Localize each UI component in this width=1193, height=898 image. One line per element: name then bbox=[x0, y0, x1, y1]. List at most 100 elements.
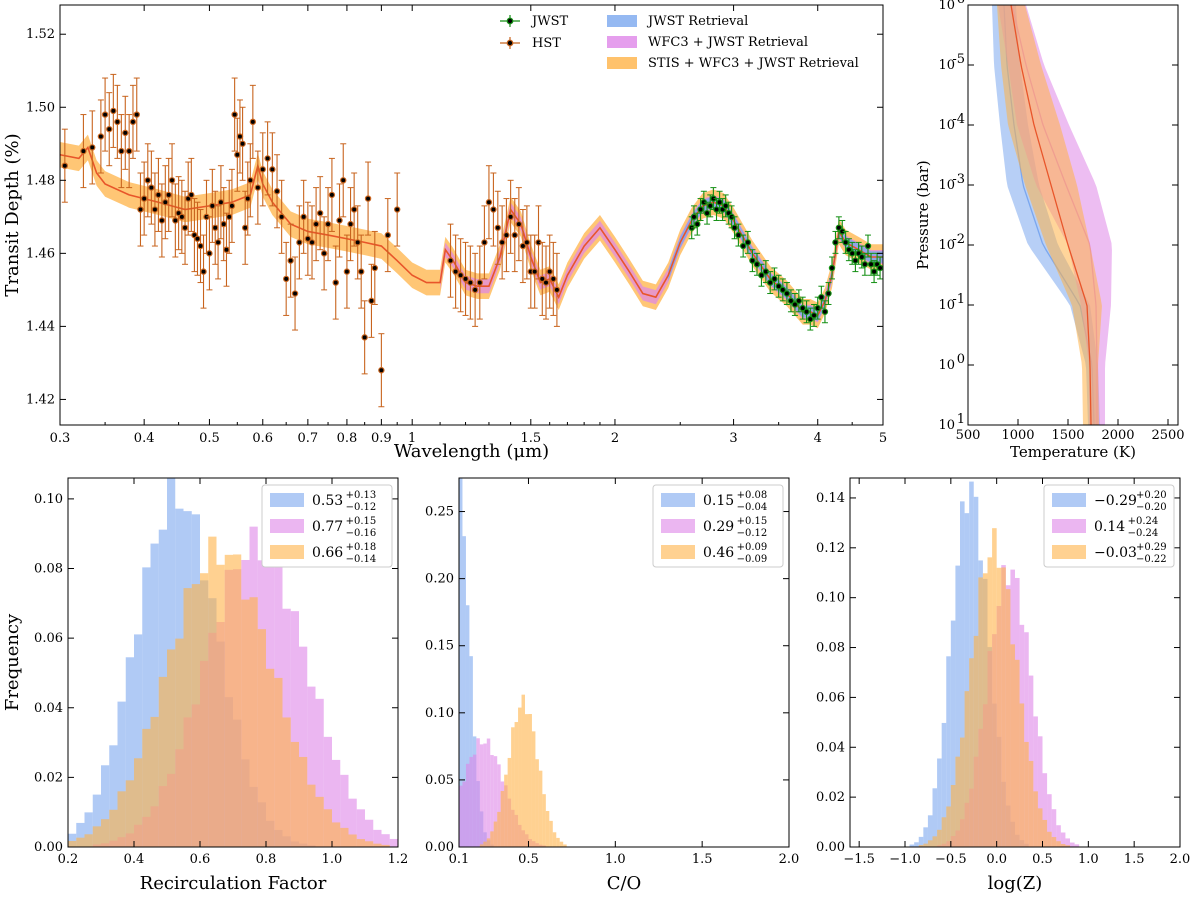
hist-logz-bar-stis_ret bbox=[1005, 589, 1011, 847]
pt-ytick-label: 10 bbox=[938, 418, 955, 433]
hist-recirc-bar-wfc3_ret bbox=[290, 611, 299, 847]
hst-point bbox=[282, 275, 290, 283]
hist-recirc-bar-stis_ret bbox=[365, 841, 374, 847]
legend-band-swatch bbox=[607, 36, 637, 48]
hist-co-ytick-label: 0.25 bbox=[425, 505, 454, 520]
hist-logz-ytick-label: 0.14 bbox=[816, 491, 845, 506]
hst-point bbox=[140, 195, 148, 202]
pt-ytick-exp: -1 bbox=[952, 292, 965, 307]
hist-co-ytick-label: 0.10 bbox=[425, 706, 454, 721]
hist-recirc-legend-swatch bbox=[270, 545, 304, 559]
hst-point bbox=[523, 239, 531, 246]
hist-logz-ytick-label: 0.08 bbox=[816, 641, 845, 656]
hst-point bbox=[151, 206, 159, 213]
pt-ytick-label: 10 bbox=[938, 118, 955, 133]
pt-xtick-label: 2000 bbox=[1101, 428, 1134, 443]
hst-point bbox=[244, 195, 251, 202]
jwst-point bbox=[810, 312, 818, 319]
hst-point bbox=[226, 213, 233, 221]
hst-point bbox=[114, 118, 121, 126]
hst-point bbox=[125, 147, 133, 155]
hst-point bbox=[241, 224, 249, 231]
hist-logz-bar-wfc3_ret bbox=[1042, 773, 1048, 847]
hist-co-bar-stis_ret bbox=[497, 811, 501, 847]
hist-recirc-bar-wfc3_ret bbox=[307, 686, 316, 847]
hist-recirc-bar-stis_ret bbox=[92, 826, 101, 847]
hist-recirc-bar-stis_ret bbox=[356, 839, 365, 847]
hist-recirc-legend-swatch bbox=[270, 519, 304, 533]
hist-co-bar-stis_ret bbox=[538, 770, 543, 847]
jwst-point bbox=[744, 239, 752, 246]
hist-recirc-bar-wfc3_ret bbox=[332, 759, 341, 847]
hist-logz-bar-jwst_ret bbox=[932, 788, 938, 847]
hist-co-legend-swatch bbox=[661, 493, 695, 507]
pt-ytick-exp: 1 bbox=[957, 412, 965, 427]
hist-co-ytick-label: 0.20 bbox=[425, 572, 454, 587]
hist-logz-bar-stis_ret bbox=[978, 577, 983, 847]
spectrum-ytick-label: 1.42 bbox=[26, 392, 55, 407]
hist-co-bar-wfc3_ret bbox=[465, 763, 470, 847]
hst-point bbox=[129, 118, 137, 126]
hist-recirc-bar-stis_ret bbox=[142, 728, 151, 847]
hist-co-bar-stis_ret bbox=[545, 810, 550, 847]
hist-logz-bar-wfc3_ret bbox=[1065, 838, 1070, 847]
hist-co-bar-wfc3_ret bbox=[469, 756, 473, 847]
hst-point bbox=[364, 195, 372, 202]
hist-co-bar-jwst_ret bbox=[459, 478, 463, 847]
spectrum-xtick-label: 0.8 bbox=[337, 431, 358, 446]
jwst-point bbox=[825, 290, 832, 297]
hist-logz-legend-sub: −0.24 bbox=[1128, 528, 1159, 539]
hist-logz-bar-jwst_ret bbox=[918, 836, 924, 847]
hist-recirc-bar-stis_ret bbox=[381, 844, 390, 847]
hist-logz-bar-stis_ret bbox=[918, 845, 924, 847]
hst-point bbox=[181, 224, 189, 231]
legend-label: JWST bbox=[530, 14, 568, 29]
hist-logz-ytick-label: 0.02 bbox=[816, 790, 845, 805]
hist-recirc-bar-stis_ret bbox=[150, 716, 159, 847]
jwst-point bbox=[803, 308, 810, 315]
hst-point bbox=[481, 239, 488, 246]
hist-logz-bar-wfc3_ret bbox=[1074, 844, 1080, 847]
jwst-point bbox=[779, 286, 787, 294]
hist-recirc-bar-stis_ret bbox=[249, 597, 258, 847]
hst-point bbox=[452, 268, 459, 275]
hst-point bbox=[304, 235, 312, 242]
hst-point bbox=[490, 206, 497, 213]
hist-recirc-bar-stis_ret bbox=[373, 843, 382, 847]
spectrum-xtick-label: 0.4 bbox=[134, 431, 155, 446]
hist-logz-bar-stis_ret bbox=[1042, 819, 1048, 847]
hist-logz-bar-stis_ret bbox=[1033, 791, 1038, 847]
hist-logz-bar-jwst_ret bbox=[937, 758, 942, 847]
hist-co-bar-wfc3_ret bbox=[472, 754, 477, 847]
hst-point bbox=[223, 246, 230, 253]
hist-recirc-xtick-label: 0.8 bbox=[256, 852, 277, 867]
hst-point bbox=[546, 268, 553, 275]
hist-logz-bar-stis_ret bbox=[1051, 837, 1057, 847]
legend-point bbox=[506, 17, 514, 25]
hist-co-bar-stis_ret bbox=[559, 841, 564, 847]
pt-ytick-exp: -3 bbox=[952, 172, 965, 187]
jwst-point bbox=[852, 257, 859, 264]
hist-recirc-bar-stis_ret bbox=[257, 629, 266, 847]
hist-recirc-legend-sub: −0.14 bbox=[346, 554, 377, 565]
hst-point bbox=[165, 191, 172, 199]
hist-recirc-bar-stis_ret bbox=[323, 809, 332, 847]
hst-point bbox=[300, 213, 307, 221]
hist-logz-xtick-label: 2.0 bbox=[1170, 852, 1191, 867]
hist-recirc-bar-stis_ret bbox=[216, 564, 225, 847]
hist-co-legend-sub: −0.12 bbox=[737, 528, 768, 539]
hist-co-xtick-label: 1.5 bbox=[692, 852, 713, 867]
hst-point bbox=[137, 206, 144, 213]
hst-point bbox=[97, 133, 105, 140]
jwst-point bbox=[749, 257, 756, 264]
hist-co-bar-stis_ret bbox=[493, 821, 498, 847]
spectrum-xtick-label: 1 bbox=[408, 431, 416, 446]
spectrum-xtick-label: 1.5 bbox=[520, 431, 541, 446]
pt-xtick-label: 1000 bbox=[1001, 428, 1034, 443]
hst-point bbox=[239, 140, 246, 147]
pt-xlabel: Temperature (K) bbox=[1010, 443, 1136, 461]
hist-logz-bar-stis_ret bbox=[1037, 808, 1043, 847]
hist-recirc-bar-stis_ret bbox=[233, 554, 242, 847]
hist-recirc-bar-wfc3_ret bbox=[373, 829, 382, 847]
hist-co-bar-stis_ret bbox=[518, 707, 522, 847]
